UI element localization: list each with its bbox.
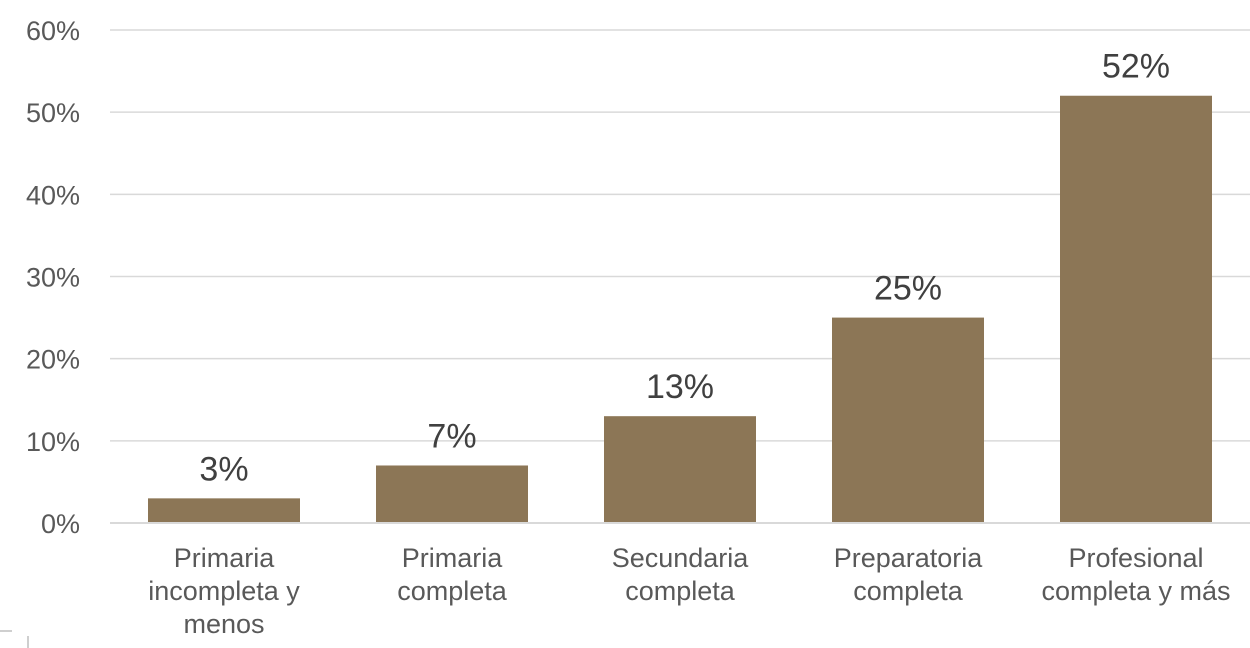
category-label-line: Primaria — [402, 543, 503, 573]
category-label-line: completa y más — [1041, 576, 1230, 606]
category-label-line: completa — [625, 576, 736, 606]
category-label-line: Secundaria — [612, 543, 750, 573]
bar — [832, 317, 984, 523]
category-label: Primaria incompleta y menos — [148, 543, 300, 639]
data-label: 25% — [874, 270, 942, 308]
y-tick-label: 10% — [26, 427, 80, 457]
bar — [1060, 95, 1212, 523]
category-label: Primaria completa — [397, 543, 508, 606]
category-label: Profesional completa y más — [1041, 543, 1230, 606]
bar — [604, 416, 756, 523]
category-label: Secundaria completa — [612, 543, 750, 606]
y-tick-label: 50% — [26, 98, 80, 128]
category-label-line: incompleta y — [148, 576, 300, 606]
bar — [148, 498, 300, 523]
category-label-line: Preparatoria — [834, 543, 984, 573]
y-tick-label: 40% — [26, 180, 80, 210]
category-label-line: completa — [853, 576, 964, 606]
y-tick-label: 30% — [26, 263, 80, 293]
bar — [376, 465, 528, 523]
category-label-line: Profesional — [1068, 543, 1203, 573]
data-label: 52% — [1102, 48, 1170, 86]
data-label: 7% — [427, 417, 476, 455]
data-labels: 3% 7% 13% 25% 52% — [199, 48, 1170, 489]
category-label-line: menos — [183, 609, 264, 639]
y-tick-label: 20% — [26, 345, 80, 375]
category-label: Preparatoria completa — [834, 543, 984, 606]
y-tick-label: 0% — [41, 509, 80, 539]
y-axis-tick-labels: 0% 10% 20% 30% 40% 50% 60% — [26, 16, 80, 539]
category-label-line: Primaria — [174, 543, 275, 573]
y-tick-label: 60% — [26, 16, 80, 46]
corner-mark — [0, 630, 29, 648]
bars — [148, 95, 1212, 523]
category-label-line: completa — [397, 576, 508, 606]
data-label: 3% — [199, 450, 248, 488]
data-label: 13% — [646, 368, 714, 406]
